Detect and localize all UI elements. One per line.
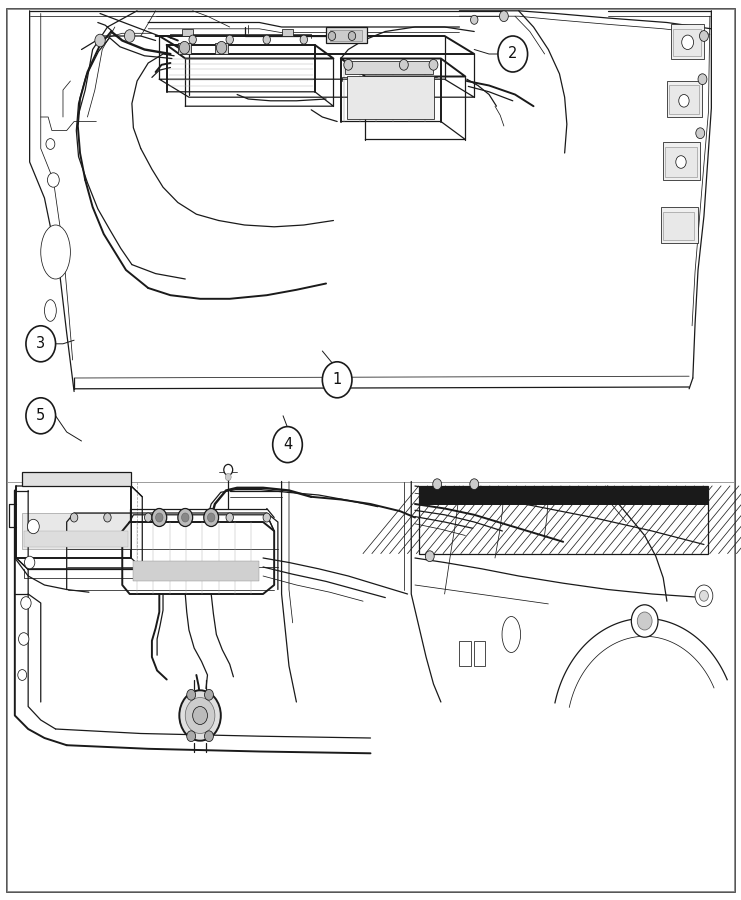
Circle shape (470, 479, 479, 490)
Circle shape (273, 427, 302, 463)
Circle shape (631, 605, 658, 637)
Circle shape (19, 633, 29, 645)
Circle shape (70, 513, 78, 522)
Circle shape (205, 731, 213, 742)
Bar (330, 30, 362, 40)
Bar (419, 486, 708, 554)
Circle shape (695, 585, 713, 607)
Circle shape (348, 32, 356, 40)
Ellipse shape (502, 616, 520, 652)
Circle shape (207, 513, 215, 522)
Bar (178, 43, 191, 54)
Bar (667, 81, 702, 117)
Circle shape (433, 479, 442, 490)
Text: 5: 5 (36, 409, 45, 423)
Bar (661, 207, 698, 243)
Circle shape (156, 513, 163, 522)
Bar (665, 147, 697, 177)
Circle shape (179, 41, 190, 54)
Bar (133, 561, 259, 581)
Bar (326, 27, 367, 43)
Circle shape (21, 597, 31, 609)
Circle shape (399, 59, 408, 70)
Bar (215, 43, 228, 54)
Circle shape (178, 508, 193, 526)
Circle shape (216, 41, 227, 54)
Circle shape (425, 551, 434, 562)
Bar (347, 76, 434, 119)
Bar (7, 9, 734, 482)
Circle shape (328, 32, 336, 40)
Bar (282, 29, 293, 36)
Text: 4: 4 (283, 437, 292, 452)
Bar (663, 212, 694, 240)
Bar (22, 513, 130, 549)
Ellipse shape (44, 300, 56, 321)
Circle shape (46, 139, 55, 149)
Circle shape (429, 59, 438, 70)
Circle shape (676, 156, 686, 168)
Bar (182, 29, 193, 36)
Circle shape (27, 519, 39, 534)
Circle shape (700, 31, 708, 41)
Circle shape (700, 590, 708, 601)
Circle shape (226, 513, 233, 522)
Circle shape (322, 362, 352, 398)
Circle shape (144, 513, 152, 522)
Circle shape (499, 11, 508, 22)
Circle shape (205, 689, 213, 700)
Circle shape (471, 15, 478, 24)
Bar (7, 482, 734, 891)
Bar (669, 86, 699, 114)
Circle shape (26, 326, 56, 362)
Bar (459, 641, 471, 666)
Circle shape (637, 612, 652, 630)
Circle shape (498, 36, 528, 72)
Circle shape (18, 670, 27, 680)
Bar (345, 61, 433, 74)
Circle shape (152, 508, 167, 526)
Circle shape (47, 173, 59, 187)
Circle shape (226, 35, 233, 44)
Bar (671, 24, 704, 58)
Text: 2: 2 (508, 47, 517, 61)
Circle shape (682, 35, 694, 50)
Bar (474, 641, 485, 666)
Bar (22, 472, 131, 486)
Circle shape (187, 731, 196, 742)
Circle shape (225, 473, 231, 481)
Circle shape (179, 690, 221, 741)
Circle shape (187, 689, 196, 700)
Circle shape (24, 556, 35, 569)
Text: 1: 1 (333, 373, 342, 387)
Bar (663, 142, 700, 180)
Bar (673, 29, 701, 56)
Circle shape (263, 35, 270, 44)
Bar (24, 531, 128, 547)
Circle shape (182, 513, 189, 522)
Circle shape (698, 74, 707, 85)
Text: 3: 3 (36, 337, 45, 351)
Circle shape (189, 35, 196, 44)
Ellipse shape (41, 225, 70, 279)
Circle shape (185, 698, 215, 733)
Circle shape (263, 513, 270, 522)
Circle shape (300, 35, 308, 44)
Circle shape (344, 59, 353, 70)
Circle shape (124, 30, 135, 42)
Circle shape (95, 34, 105, 47)
Circle shape (104, 513, 111, 522)
Bar (419, 486, 708, 505)
Circle shape (182, 513, 189, 522)
Circle shape (224, 464, 233, 475)
Circle shape (696, 128, 705, 139)
Circle shape (26, 398, 56, 434)
Circle shape (204, 508, 219, 526)
Circle shape (193, 706, 207, 724)
Circle shape (679, 94, 689, 107)
